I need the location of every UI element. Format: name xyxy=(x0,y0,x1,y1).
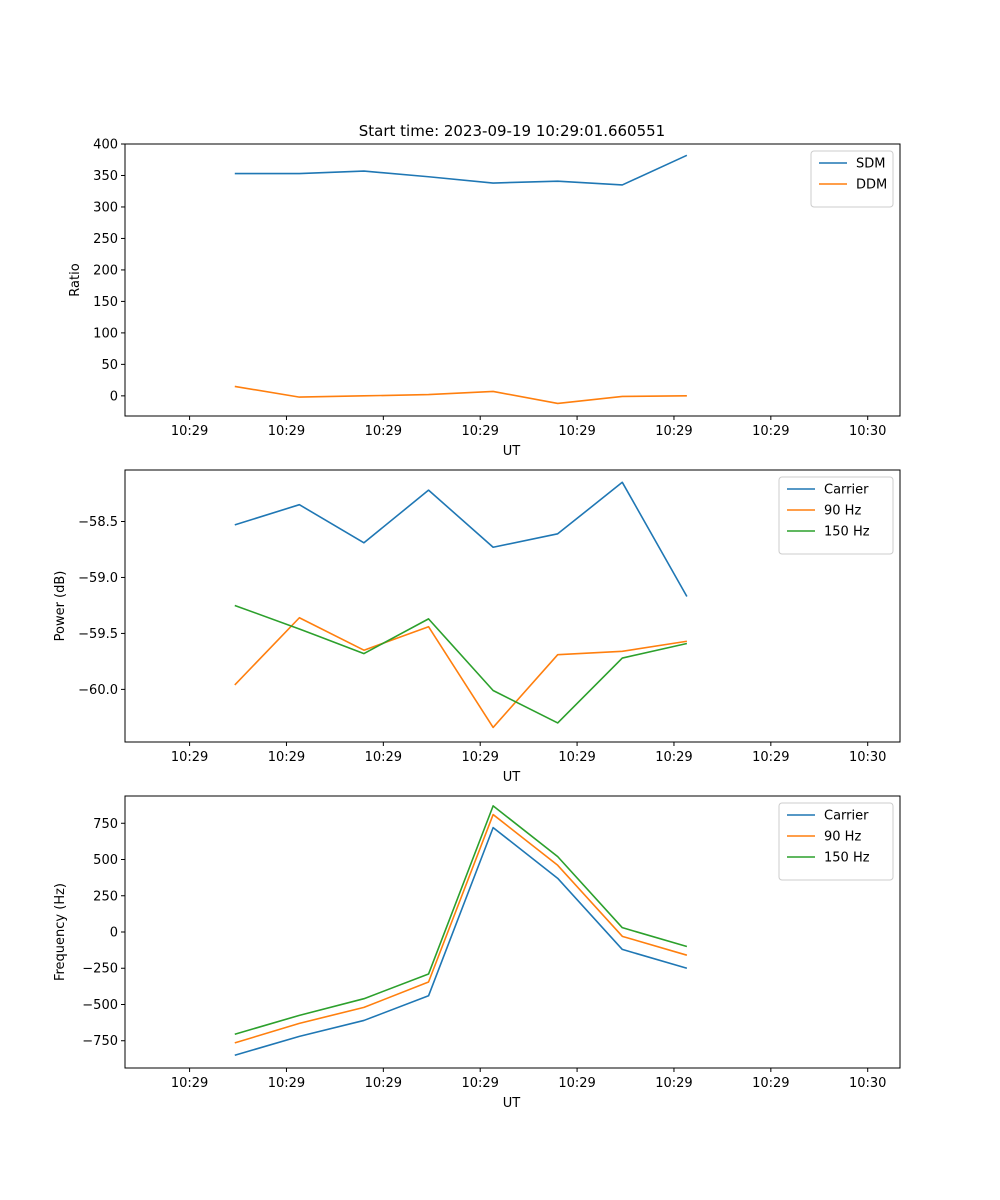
series-line-90-hz xyxy=(234,616,688,729)
x-axis-label: UT xyxy=(503,1096,521,1111)
legend-label-90-hz: 90 Hz xyxy=(824,830,861,845)
x-tick-label: 10:30 xyxy=(849,750,886,765)
x-tick-label: 10:30 xyxy=(849,424,886,439)
legend-box xyxy=(778,802,894,881)
legend: SDM DDM xyxy=(810,150,894,208)
legend-label-sdm: SDM xyxy=(856,157,885,172)
y-axis-label: Frequency (Hz) xyxy=(53,883,68,981)
legend-label-ddm: DDM xyxy=(856,178,887,193)
x-tick-label: 10:29 xyxy=(268,1076,305,1091)
y-tick-label: 750 xyxy=(93,817,118,832)
x-tick-label: 10:29 xyxy=(752,1076,789,1091)
y-tick-label: 350 xyxy=(93,169,118,184)
power-panel: 10:29 10:29 10:29 10:29 10:29 10:29 10:29 10:30… xyxy=(53,469,901,785)
legend: Carrier 90 Hz 150 Hz xyxy=(778,476,894,555)
y-tick-label: 150 xyxy=(93,295,118,310)
y-tick-label: 500 xyxy=(93,853,118,868)
frequency-panel: 10:29 10:29 10:29 10:29 10:29 10:29 10:29 10:30… xyxy=(53,795,901,1111)
series-line-ddm xyxy=(234,385,687,405)
x-tick-label: 10:29 xyxy=(655,1076,692,1091)
x-tick-label: 10:29 xyxy=(752,424,789,439)
legend-label-carrier: Carrier xyxy=(824,483,869,498)
legend-label-90-hz: 90 Hz xyxy=(824,504,861,519)
legend-box xyxy=(778,476,894,555)
x-tick-label: 10:29 xyxy=(752,750,789,765)
series-line-sdm xyxy=(234,154,688,186)
y-tick-label: 300 xyxy=(93,200,118,215)
y-tick-label: 200 xyxy=(93,263,118,278)
series-line-150-hz xyxy=(234,604,688,724)
plot-frame xyxy=(124,795,901,1069)
y-tick-label: 0 xyxy=(110,926,118,941)
y-tick-label: −500 xyxy=(82,998,118,1013)
x-tick-label: 10:29 xyxy=(655,424,692,439)
x-axis-label: UT xyxy=(503,770,521,785)
legend: Carrier 90 Hz 150 Hz xyxy=(778,802,894,881)
y-tick-label: −60.0 xyxy=(78,683,118,698)
y-axis-label: Ratio xyxy=(68,263,83,296)
y-tick-label: 250 xyxy=(93,232,118,247)
x-tick-label: 10:29 xyxy=(365,424,402,439)
x-tick-label: 10:29 xyxy=(171,424,208,439)
plot-frame xyxy=(124,143,901,417)
x-tick-label: 10:29 xyxy=(171,1076,208,1091)
series-line-90-hz xyxy=(234,813,688,1044)
y-tick-label: 50 xyxy=(101,358,118,373)
y-tick-label: −750 xyxy=(82,1034,118,1049)
x-tick-label: 10:29 xyxy=(655,750,692,765)
y-tick-label: −59.5 xyxy=(78,627,118,642)
y-tick-label: 100 xyxy=(93,326,118,341)
x-tick-label: 10:29 xyxy=(365,750,402,765)
plot-frame xyxy=(124,469,901,743)
legend-label-150-hz: 150 Hz xyxy=(824,851,870,866)
x-tick-label: 10:29 xyxy=(558,1076,595,1091)
series-line-carrier xyxy=(234,826,688,1057)
y-tick-label: 0 xyxy=(110,389,118,404)
x-tick-label: 10:29 xyxy=(365,1076,402,1091)
legend-label-carrier: Carrier xyxy=(824,809,869,824)
x-tick-label: 10:29 xyxy=(268,424,305,439)
legend-label-150-hz: 150 Hz xyxy=(824,525,870,540)
x-tick-label: 10:29 xyxy=(558,424,595,439)
y-tick-label: 400 xyxy=(93,138,118,153)
x-tick-label: 10:30 xyxy=(849,1076,886,1091)
series-line-150-hz xyxy=(234,805,688,1035)
figure-title: Start time: 2023-09-19 10:29:01.660551 xyxy=(359,122,665,140)
y-tick-label: −58.5 xyxy=(78,515,118,530)
series-line-carrier xyxy=(234,481,688,597)
x-tick-label: 10:29 xyxy=(461,750,498,765)
x-tick-label: 10:29 xyxy=(461,1076,498,1091)
x-axis-label: UT xyxy=(503,444,521,459)
legend-box xyxy=(810,150,894,208)
y-axis-label: Power (dB) xyxy=(53,571,68,642)
y-tick-label: −250 xyxy=(82,962,118,977)
y-tick-label: −59.0 xyxy=(78,571,118,586)
ratio-panel: 10:29 10:29 10:29 10:29 10:29 10:29 10:29 10:30… xyxy=(68,138,901,459)
x-tick-label: 10:29 xyxy=(171,750,208,765)
y-tick-label: 250 xyxy=(93,889,118,904)
x-tick-label: 10:29 xyxy=(558,750,595,765)
x-tick-label: 10:29 xyxy=(461,424,498,439)
x-tick-label: 10:29 xyxy=(268,750,305,765)
